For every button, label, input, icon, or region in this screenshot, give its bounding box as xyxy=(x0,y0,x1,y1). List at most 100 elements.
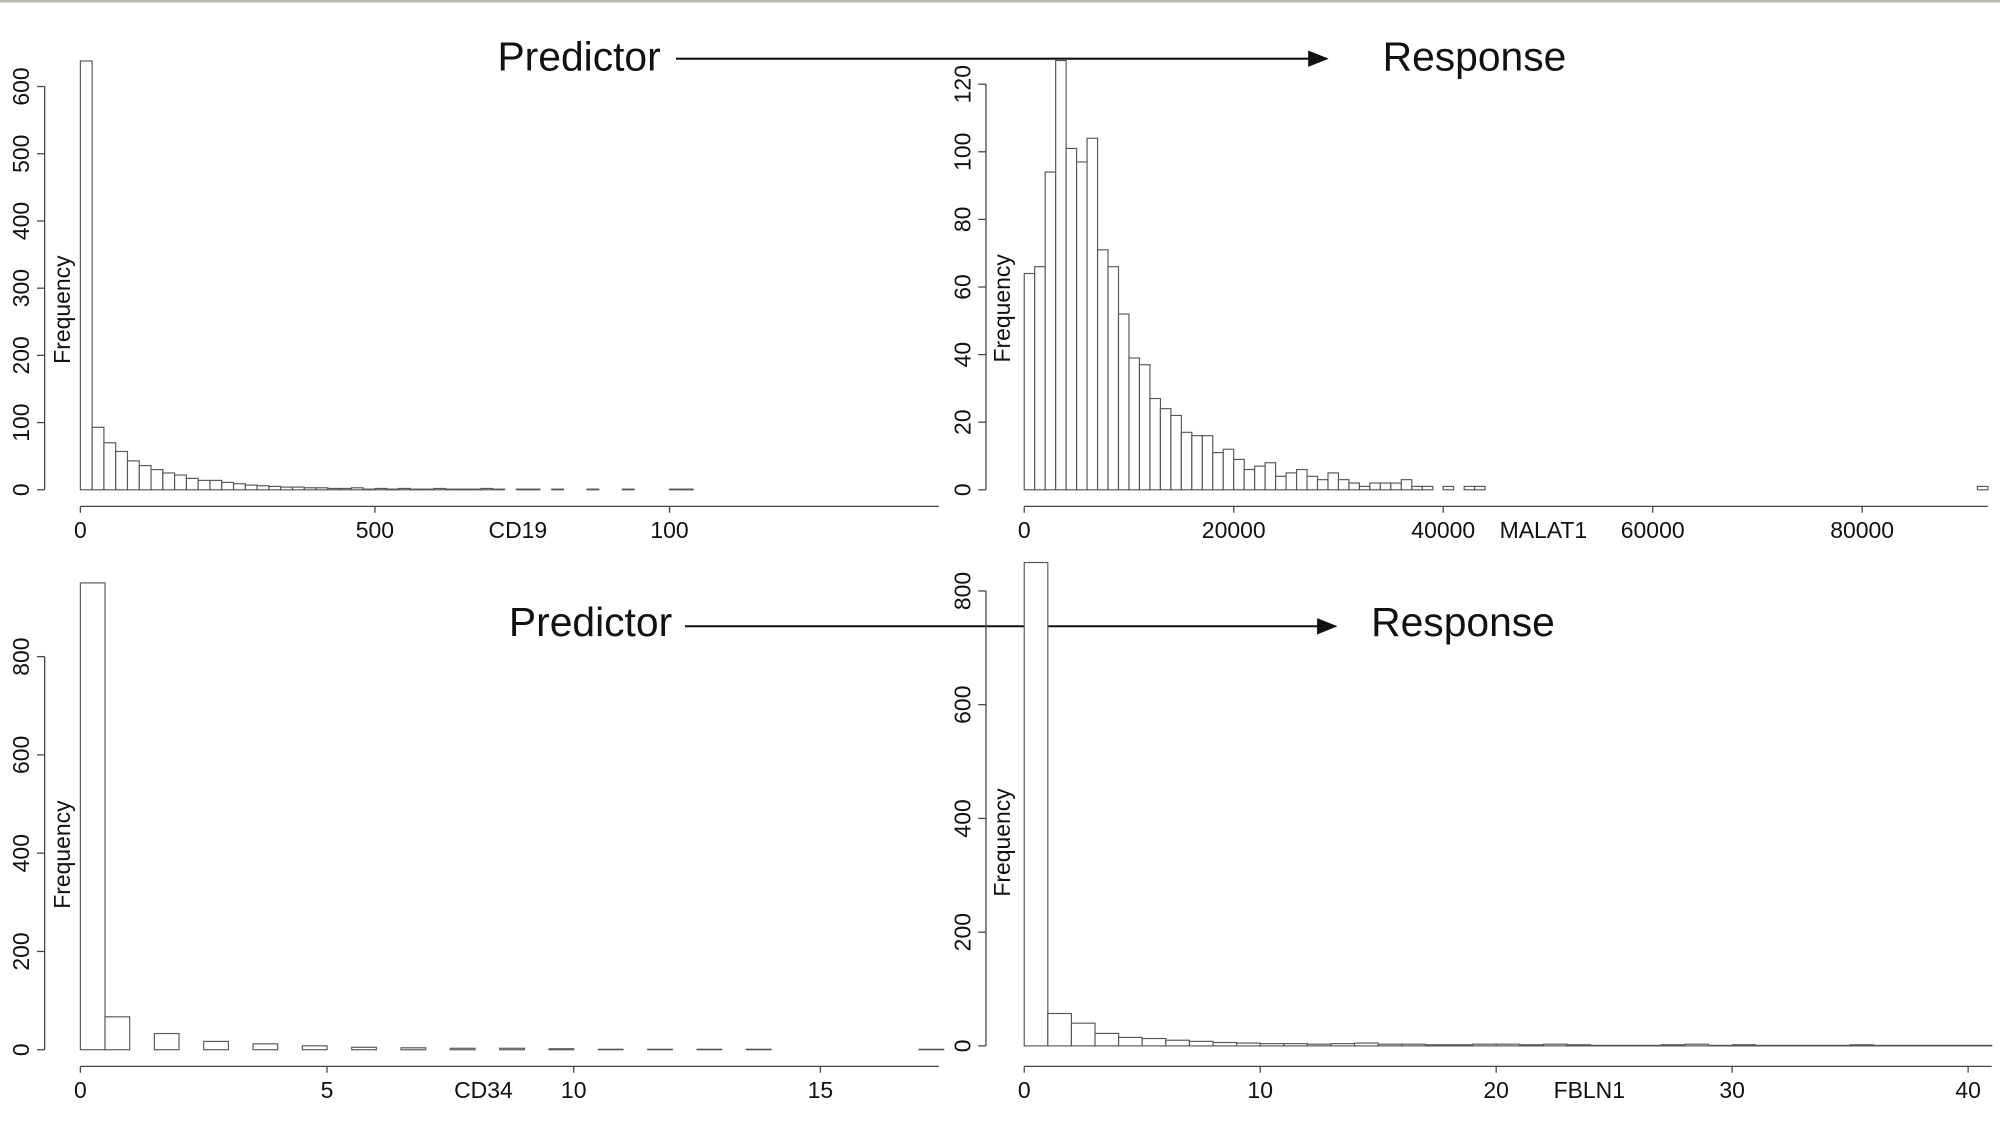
x-tick-label: 0 xyxy=(74,1077,87,1103)
bar xyxy=(79,582,106,1051)
bar xyxy=(1141,1037,1167,1047)
y-tick-label: 60 xyxy=(949,274,975,300)
bar xyxy=(449,1047,476,1051)
x-axis-label: FBLN1 xyxy=(1554,1077,1625,1103)
bar xyxy=(1873,1044,1898,1047)
bar xyxy=(1128,357,1141,491)
bar xyxy=(456,488,470,491)
bar xyxy=(468,488,482,491)
bar xyxy=(104,1016,131,1051)
bar xyxy=(1411,485,1423,491)
bar xyxy=(174,474,187,491)
bar xyxy=(1222,448,1235,491)
bar xyxy=(1070,1022,1096,1047)
bar xyxy=(386,488,400,491)
bar xyxy=(1400,479,1413,491)
bar xyxy=(1165,1039,1190,1047)
x-tick-label: 60000 xyxy=(1621,517,1685,543)
bar xyxy=(153,1032,180,1051)
bar xyxy=(1976,485,1989,491)
bar xyxy=(1236,1042,1261,1047)
x-tick-label: 40000 xyxy=(1411,517,1475,543)
bar xyxy=(1264,462,1277,491)
bar xyxy=(1566,1044,1592,1047)
y-tick-label: 300 xyxy=(8,269,34,307)
bar xyxy=(1348,482,1360,491)
bar xyxy=(232,483,246,491)
bar xyxy=(126,460,140,491)
bar xyxy=(1023,272,1036,491)
bar xyxy=(301,1045,328,1051)
x-tick-label: 80000 xyxy=(1830,517,1894,543)
bar xyxy=(1285,472,1298,491)
bar xyxy=(1180,431,1193,491)
y-axis-label: Frequency xyxy=(49,255,75,364)
bar xyxy=(1369,482,1381,491)
bar xyxy=(1920,1044,1946,1047)
bar xyxy=(280,486,294,491)
bar xyxy=(1283,1043,1308,1047)
y-tick-label: 40 xyxy=(949,342,975,368)
bar xyxy=(244,484,258,491)
x-tick-label: 30 xyxy=(1719,1077,1745,1103)
bar xyxy=(1259,1043,1285,1047)
bar xyxy=(527,488,541,491)
bar xyxy=(1463,485,1476,491)
bar xyxy=(1117,313,1130,491)
bar xyxy=(162,472,176,491)
bar xyxy=(197,479,211,491)
bar xyxy=(203,1040,229,1051)
bar xyxy=(1358,485,1371,491)
bar xyxy=(1442,485,1455,491)
bar xyxy=(1778,1044,1804,1047)
bar xyxy=(351,1046,377,1051)
bar xyxy=(1448,1044,1474,1047)
bar xyxy=(499,1047,525,1051)
x-tick-label: 10 xyxy=(561,1077,587,1103)
bar xyxy=(1034,266,1046,491)
bar xyxy=(103,442,117,491)
y-tick-label: 120 xyxy=(949,65,975,103)
bar xyxy=(1472,1043,1497,1047)
x-tick-label: 40 xyxy=(1955,1077,1981,1103)
bar xyxy=(268,485,282,491)
bar xyxy=(1589,1044,1615,1047)
bar xyxy=(1637,1044,1662,1047)
x-axis-label: MALAT1 xyxy=(1500,517,1588,543)
bar xyxy=(1096,249,1109,491)
y-tick-label: 200 xyxy=(949,913,975,951)
y-tick-label: 400 xyxy=(8,834,34,872)
y-tick-label: 20 xyxy=(949,409,975,435)
y-tick-label: 0 xyxy=(8,1043,34,1056)
bar xyxy=(1306,475,1319,491)
x-tick-label: 15 xyxy=(808,1077,834,1103)
bar xyxy=(252,1043,279,1051)
bar xyxy=(1542,1043,1568,1047)
x-tick-label: 100 xyxy=(650,517,688,543)
bar xyxy=(433,487,447,491)
y-tick-label: 400 xyxy=(949,799,975,837)
bar xyxy=(1896,1044,1922,1047)
bar xyxy=(1684,1043,1710,1047)
bar xyxy=(1316,479,1329,491)
bar xyxy=(150,469,164,491)
bar xyxy=(91,426,105,491)
y-tick-label: 800 xyxy=(8,637,34,675)
bar xyxy=(1159,408,1172,491)
bar xyxy=(1233,458,1245,491)
y-tick-label: 200 xyxy=(8,932,34,970)
bar xyxy=(1107,266,1120,491)
bar xyxy=(291,486,305,491)
bar xyxy=(1755,1044,1780,1047)
bar xyxy=(1188,1040,1214,1047)
bar xyxy=(1330,1043,1356,1047)
bar xyxy=(1023,561,1049,1047)
bar xyxy=(1401,1043,1426,1047)
bar xyxy=(362,488,376,491)
bar xyxy=(1065,147,1078,491)
x-tick-label: 0 xyxy=(74,517,87,543)
bar xyxy=(315,487,329,491)
bar xyxy=(1327,472,1340,491)
y-tick-label: 0 xyxy=(949,1040,975,1053)
bar xyxy=(1731,1044,1757,1047)
